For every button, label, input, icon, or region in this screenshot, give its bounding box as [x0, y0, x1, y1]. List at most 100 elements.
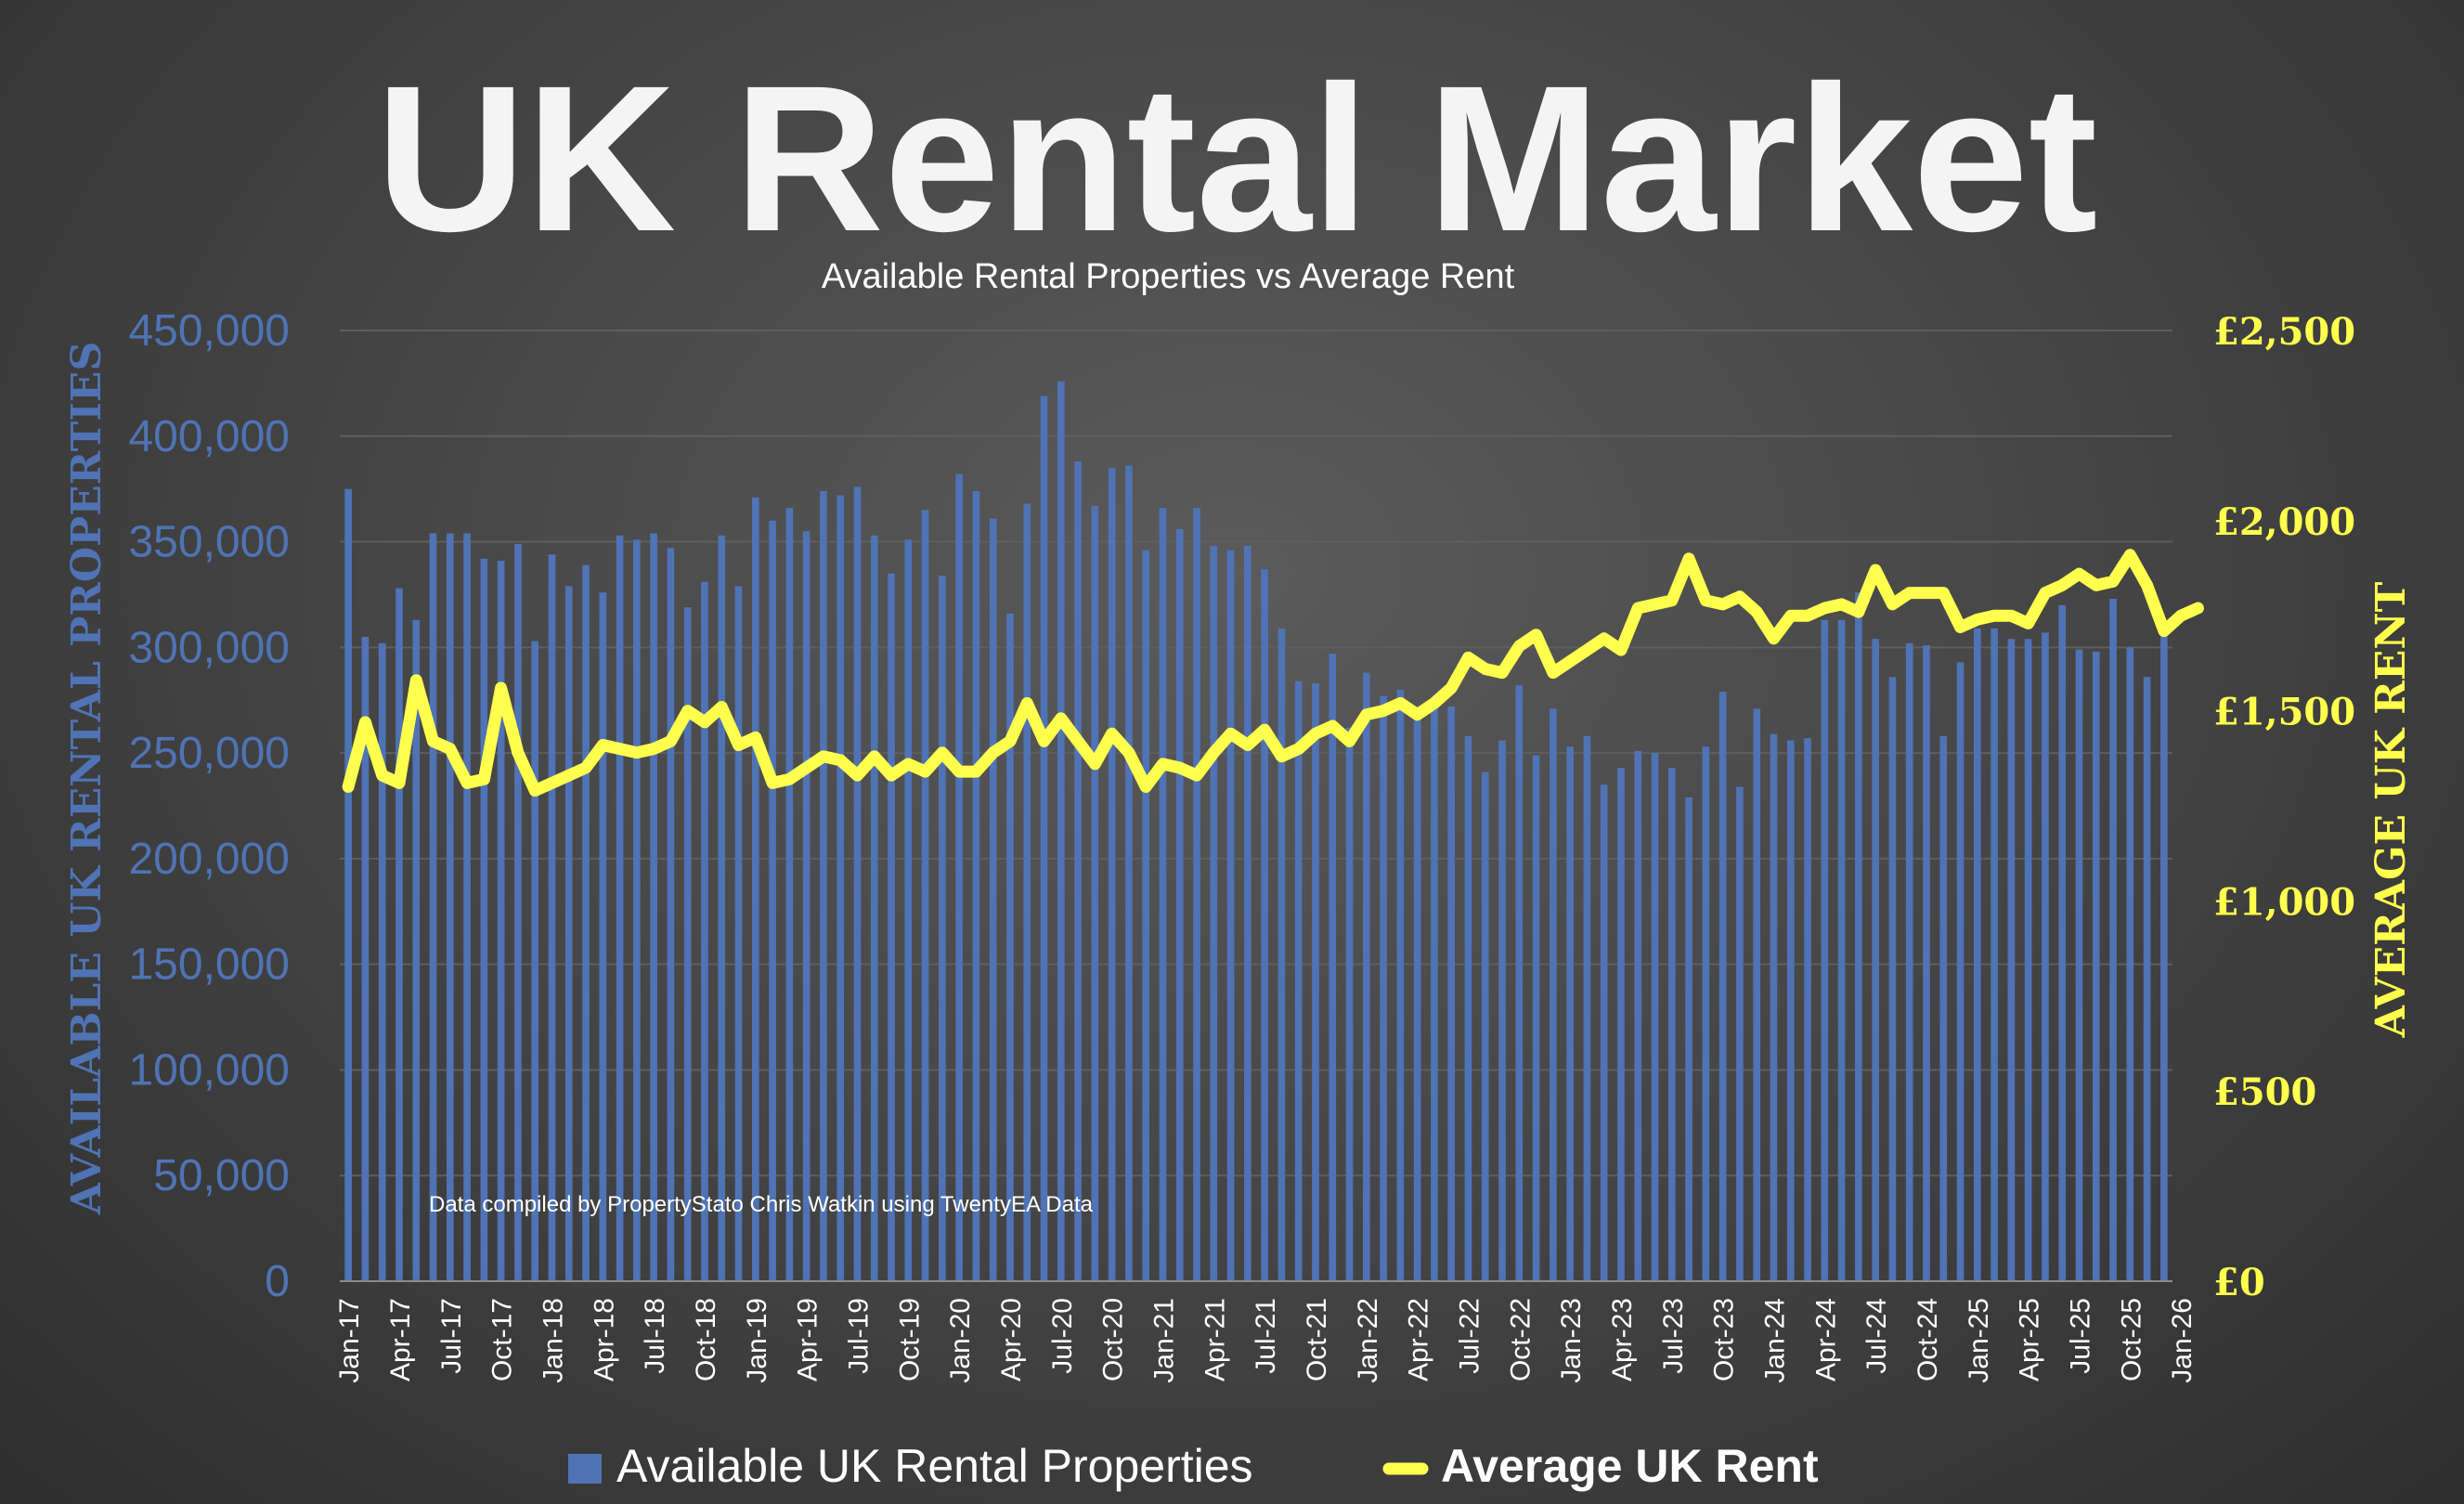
bar [1362, 672, 1370, 1281]
x-tick-label: Oct-20 [1098, 1298, 1129, 1381]
bar [1210, 546, 1218, 1281]
bar [870, 535, 878, 1281]
x-tick-label: Apr-18 [589, 1298, 619, 1381]
right-tick-label: £1,500 [2213, 691, 2355, 734]
bar [1550, 708, 1557, 1281]
bar [820, 490, 827, 1281]
x-tick-label: Jan-25 [1964, 1298, 1994, 1383]
bar [446, 533, 454, 1281]
bar [1651, 753, 1659, 1281]
x-tick-label: Jul-24 [1861, 1298, 1892, 1374]
bar [1600, 784, 1608, 1281]
bar [1159, 508, 1167, 1281]
left-axis-label: AVAILABLE UK RENTAL PROPERTIES [63, 342, 110, 1215]
bar [1532, 755, 1540, 1281]
bar [1244, 546, 1251, 1281]
bar [1057, 381, 1065, 1281]
bar [1074, 461, 1082, 1281]
bar [1821, 619, 1829, 1281]
bar [514, 543, 522, 1281]
bar [1345, 727, 1354, 1281]
x-axis-ticks: Jan-17 Apr-17 Jul-17 Oct-17 Jan-18 Apr-18 Jul-… [334, 1298, 2198, 1383]
x-tick-label: Oct-21 [1302, 1298, 1332, 1381]
bar [853, 486, 862, 1281]
left-tick-label: 150,000 [128, 940, 290, 990]
bar [633, 539, 641, 1281]
source-annotation: Data compiled by PropertyStato Chris Wat… [429, 1192, 1094, 1217]
x-tick-label: Oct-24 [1913, 1298, 1943, 1381]
left-tick-label: 250,000 [128, 729, 290, 778]
x-tick-label: Jul-20 [1047, 1298, 1078, 1374]
left-tick-label: 100,000 [128, 1045, 290, 1095]
bar [2160, 626, 2168, 1281]
right-tick-label: £500 [2213, 1070, 2316, 1114]
x-tick-label: Jan-26 [2167, 1298, 2198, 1383]
bar [1040, 395, 1048, 1281]
bar [564, 586, 573, 1281]
bar [1923, 645, 1930, 1281]
bar [751, 497, 759, 1281]
x-tick-label: Jan-23 [1556, 1298, 1587, 1383]
x-tick-label: Jan-17 [334, 1298, 365, 1383]
chart-title: UK Rental Market [376, 43, 2098, 275]
legend-swatch-properties [568, 1454, 602, 1484]
bar [2024, 639, 2032, 1281]
bar [1973, 628, 1981, 1281]
bar [2075, 649, 2083, 1281]
x-tick-label: Jan-24 [1760, 1298, 1791, 1383]
bar [1939, 735, 1948, 1281]
x-tick-label: Jul-18 [640, 1298, 670, 1374]
left-tick-label: 200,000 [128, 835, 290, 884]
bar [1718, 692, 1727, 1281]
bar [1786, 740, 1795, 1281]
bar [2092, 651, 2100, 1281]
bar [1481, 771, 1489, 1281]
bar [1380, 695, 1387, 1281]
bar [2058, 604, 2067, 1281]
bar [1804, 738, 1811, 1281]
bar [2007, 639, 2016, 1281]
bar [1634, 750, 1642, 1281]
legend: Available UK Rental Properties Average U… [568, 1440, 1819, 1492]
bar [344, 488, 352, 1281]
x-tick-label: Oct-23 [1709, 1298, 1740, 1381]
bar [531, 641, 539, 1281]
bar [1413, 715, 1421, 1281]
x-tick-label: Apr-19 [793, 1298, 823, 1381]
bar [1447, 707, 1456, 1281]
x-tick-label: Jul-25 [2066, 1298, 2096, 1374]
left-tick-label: 450,000 [128, 306, 290, 356]
left-axis-ticks: 0 50,000 100,000 150,000 200,000 250,000 300,0… [128, 306, 290, 1306]
bar [1667, 768, 1676, 1281]
bar [1888, 677, 1897, 1281]
bar [1498, 740, 1506, 1281]
bar [718, 535, 726, 1281]
x-tick-label: Jul-23 [1658, 1298, 1689, 1374]
right-axis-ticks: £0 £500 £1,000 £1,500 £2,000 £2,500 [2213, 310, 2355, 1304]
bar [1125, 465, 1133, 1281]
bar [1855, 592, 1862, 1281]
x-tick-label: Jan-21 [1149, 1298, 1180, 1383]
x-tick-label: Oct-18 [691, 1298, 721, 1381]
x-tick-label: Jan-22 [1353, 1298, 1383, 1383]
bar [378, 642, 386, 1281]
bar [361, 636, 370, 1281]
bar [939, 575, 946, 1281]
bar [1905, 642, 1913, 1281]
bar [1872, 639, 1879, 1281]
bar [1142, 550, 1150, 1281]
bar [802, 531, 811, 1281]
x-tick-label: Jul-21 [1251, 1298, 1281, 1374]
bar [1294, 681, 1303, 1281]
x-tick-label: Apr-20 [996, 1298, 1027, 1381]
chart-subtitle: Available Rental Properties vs Average R… [822, 257, 1515, 296]
x-tick-label: Oct-22 [1505, 1298, 1536, 1381]
bar [1702, 746, 1710, 1281]
bar [701, 581, 708, 1281]
x-tick-label: Jul-22 [1455, 1298, 1485, 1374]
bar [1566, 746, 1574, 1281]
bar [480, 558, 488, 1281]
bar [769, 520, 776, 1281]
right-tick-label: £2,000 [2213, 500, 2355, 544]
bar [785, 508, 794, 1281]
